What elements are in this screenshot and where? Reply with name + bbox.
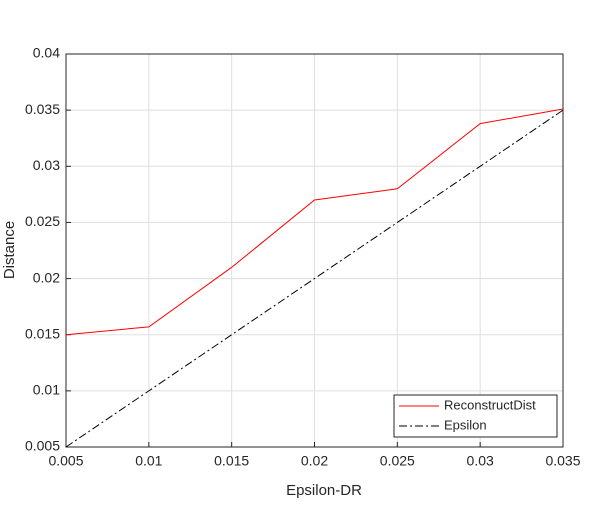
x-tick-label: 0.01 (135, 453, 162, 469)
y-tick-label: 0.01 (33, 382, 60, 398)
y-tick-label: 0.015 (25, 325, 60, 341)
y-tick-label: 0.02 (33, 269, 60, 285)
legend-label: ReconstructDist (444, 397, 536, 412)
x-axis-label: Epsilon-DR (286, 482, 362, 499)
x-tick-label: 0.005 (48, 453, 83, 469)
x-tick-label: 0.035 (545, 453, 580, 469)
x-tick-label: 0.025 (380, 453, 415, 469)
y-tick-label: 0.03 (33, 157, 60, 173)
y-tick-label: 0.025 (25, 213, 60, 229)
series-line (65, 108, 564, 336)
y-tick-label: 0.035 (25, 101, 60, 117)
y-axis-label: Distance (1, 221, 18, 279)
series-line (65, 109, 564, 448)
y-tick-label: 0.005 (25, 438, 60, 454)
y-tick-label: 0.04 (33, 45, 60, 61)
x-tick-label: 0.02 (301, 453, 328, 469)
x-tick-label: 0.03 (467, 453, 494, 469)
x-tick-label: 0.015 (214, 453, 249, 469)
legend-box (393, 394, 558, 438)
plot-frame (65, 53, 564, 448)
legend-label: Epsilon (444, 417, 487, 432)
